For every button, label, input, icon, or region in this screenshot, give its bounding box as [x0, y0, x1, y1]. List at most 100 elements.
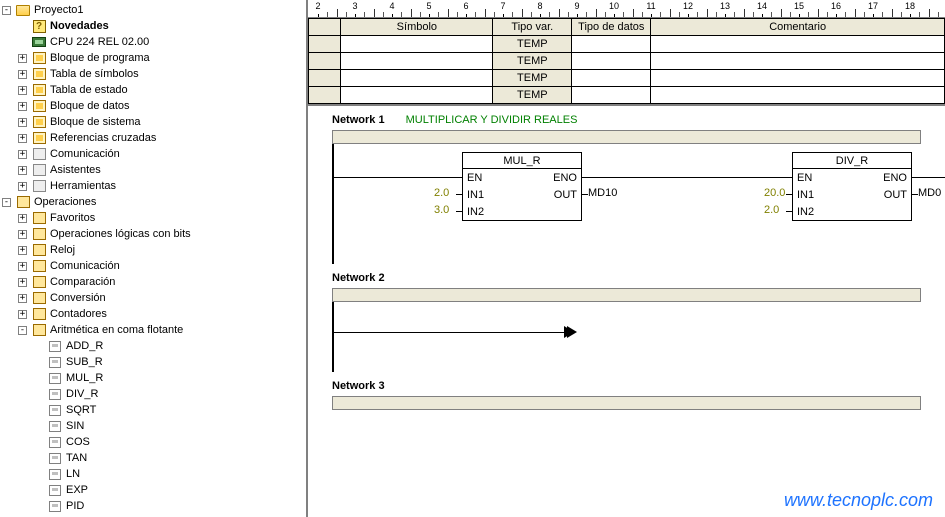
- tree-item[interactable]: SUB_R: [2, 354, 306, 370]
- operand-label[interactable]: 2.0: [764, 204, 779, 216]
- expand-icon[interactable]: +: [18, 54, 27, 63]
- var-table-cell[interactable]: [309, 36, 341, 53]
- var-table-cell[interactable]: [309, 87, 341, 104]
- expand-icon[interactable]: +: [18, 118, 27, 127]
- tree-item[interactable]: +Comunicación: [2, 258, 306, 274]
- var-table-cell[interactable]: [572, 53, 651, 70]
- tree-item[interactable]: +Tabla de símbolos: [2, 66, 306, 82]
- var-table-header[interactable]: [309, 19, 341, 36]
- tree-item[interactable]: ?Novedades: [2, 18, 306, 34]
- pin-left: IN1: [797, 189, 814, 201]
- block-icon: [31, 51, 47, 65]
- tree-item[interactable]: ADD_R: [2, 338, 306, 354]
- var-table-cell[interactable]: [341, 53, 493, 70]
- expand-icon[interactable]: +: [18, 86, 27, 95]
- operand-label[interactable]: MD0: [918, 187, 941, 199]
- var-table-cell[interactable]: [341, 87, 493, 104]
- collapse-icon[interactable]: -: [2, 6, 11, 15]
- tree-item[interactable]: -Operaciones: [2, 194, 306, 210]
- tree-item[interactable]: +Bloque de programa: [2, 50, 306, 66]
- folder-icon: [31, 275, 47, 289]
- ladder-area[interactable]: Network 1 MULTIPLICAR Y DIVIDIR REALES M…: [308, 106, 945, 517]
- tree-item[interactable]: CPU 224 REL 02.00: [2, 34, 306, 50]
- tree-item[interactable]: SQRT: [2, 402, 306, 418]
- expand-icon[interactable]: +: [18, 102, 27, 111]
- tree-item[interactable]: +Reloj: [2, 242, 306, 258]
- network-1[interactable]: Network 1 MULTIPLICAR Y DIVIDIR REALES M…: [308, 112, 945, 264]
- network-comment-bar[interactable]: [332, 130, 921, 144]
- tree-item[interactable]: LN: [2, 466, 306, 482]
- tree-item[interactable]: +Operaciones lógicas con bits: [2, 226, 306, 242]
- instruction-icon: [47, 467, 63, 481]
- tree-item[interactable]: +Tabla de estado: [2, 82, 306, 98]
- tree-item[interactable]: +Bloque de datos: [2, 98, 306, 114]
- expand-icon[interactable]: +: [18, 150, 27, 159]
- tree-item[interactable]: +Comunicación: [2, 146, 306, 162]
- network-3[interactable]: Network 3: [308, 378, 945, 410]
- expand-icon[interactable]: +: [18, 182, 27, 191]
- variable-table[interactable]: SímboloTipo var.Tipo de datosComentario T…: [308, 18, 945, 106]
- operand-label[interactable]: 2.0: [434, 187, 449, 199]
- var-table-header[interactable]: Símbolo: [341, 19, 493, 36]
- tree-item[interactable]: + Comparación: [2, 274, 306, 290]
- expand-icon[interactable]: +: [18, 294, 27, 303]
- operand-label[interactable]: 20.0: [764, 187, 785, 199]
- expand-icon[interactable]: +: [18, 214, 27, 223]
- pin-right: OUT: [554, 189, 577, 201]
- expand-icon[interactable]: +: [18, 278, 27, 287]
- network-title: Network 2: [332, 272, 385, 284]
- var-table-header[interactable]: Comentario: [651, 19, 945, 36]
- network-2[interactable]: Network 2: [308, 270, 945, 372]
- expand-icon[interactable]: +: [18, 310, 27, 319]
- tree-item[interactable]: -Proyecto1: [2, 2, 306, 18]
- tree-item[interactable]: +Referencias cruzadas: [2, 130, 306, 146]
- var-table-cell[interactable]: TEMP: [493, 87, 572, 104]
- tree-item[interactable]: +Herramientas: [2, 178, 306, 194]
- collapse-icon[interactable]: -: [18, 326, 27, 335]
- var-table-header[interactable]: Tipo de datos: [572, 19, 651, 36]
- tree-item[interactable]: -Aritmética en coma flotante: [2, 322, 306, 338]
- network-comment-bar[interactable]: [332, 396, 921, 410]
- tree-item[interactable]: +Contadores: [2, 306, 306, 322]
- tree-item[interactable]: PID: [2, 498, 306, 514]
- expand-icon[interactable]: +: [18, 246, 27, 255]
- var-table-cell[interactable]: TEMP: [493, 36, 572, 53]
- tree-item[interactable]: +Asistentes: [2, 162, 306, 178]
- tree-item[interactable]: +Bloque de sistema: [2, 114, 306, 130]
- var-table-header[interactable]: Tipo var.: [493, 19, 572, 36]
- var-table-cell[interactable]: [651, 36, 945, 53]
- var-table-cell[interactable]: [309, 70, 341, 87]
- var-table-cell[interactable]: [651, 53, 945, 70]
- tree-item[interactable]: MUL_R: [2, 370, 306, 386]
- var-table-cell[interactable]: [341, 70, 493, 87]
- project-tree-panel[interactable]: -Proyecto1?NovedadesCPU 224 REL 02.00+Bl…: [0, 0, 308, 517]
- tree-item[interactable]: DIV_R: [2, 386, 306, 402]
- tree-item-label: Comparación: [50, 276, 115, 288]
- tree-item[interactable]: COS: [2, 434, 306, 450]
- var-table-cell[interactable]: [572, 87, 651, 104]
- expand-icon[interactable]: +: [18, 230, 27, 239]
- var-table-cell[interactable]: TEMP: [493, 53, 572, 70]
- network-comment-bar[interactable]: [332, 288, 921, 302]
- var-table-cell[interactable]: [309, 53, 341, 70]
- var-table-cell[interactable]: [341, 36, 493, 53]
- var-table-cell[interactable]: [572, 36, 651, 53]
- var-table-cell[interactable]: [572, 70, 651, 87]
- fbd-block[interactable]: MUL_RENENOIN1OUTIN2: [462, 152, 582, 221]
- var-table-cell[interactable]: [651, 70, 945, 87]
- tree-item[interactable]: +Conversión: [2, 290, 306, 306]
- expand-icon[interactable]: +: [18, 70, 27, 79]
- var-table-cell[interactable]: [651, 87, 945, 104]
- tree-item[interactable]: EXP: [2, 482, 306, 498]
- collapse-icon[interactable]: -: [2, 198, 11, 207]
- tree-item[interactable]: SIN: [2, 418, 306, 434]
- expand-icon[interactable]: +: [18, 134, 27, 143]
- var-table-cell[interactable]: TEMP: [493, 70, 572, 87]
- fbd-block[interactable]: DIV_RENENOIN1OUTIN2: [792, 152, 912, 221]
- tree-item[interactable]: TAN: [2, 450, 306, 466]
- operand-label[interactable]: MD10: [588, 187, 617, 199]
- operand-label[interactable]: 3.0: [434, 204, 449, 216]
- expand-icon[interactable]: +: [18, 262, 27, 271]
- expand-icon[interactable]: +: [18, 166, 27, 175]
- tree-item[interactable]: +Favoritos: [2, 210, 306, 226]
